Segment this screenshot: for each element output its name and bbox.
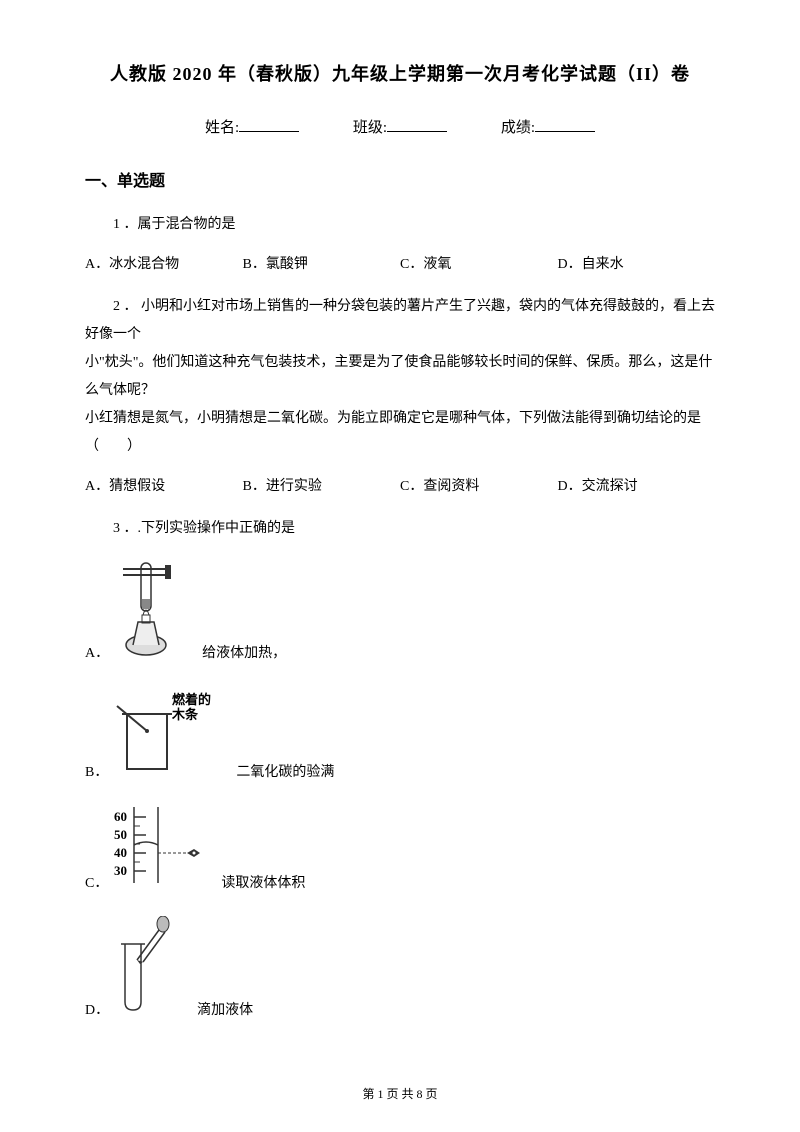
page-footer: 第 1 页 共 8 页 bbox=[0, 1085, 800, 1102]
q3-stem: 3 ．.下列实验操作中正确的是 bbox=[85, 515, 715, 543]
read-volume-diagram: 60 50 40 30 bbox=[112, 805, 207, 892]
q3-D-letter: D． bbox=[85, 999, 109, 1019]
svg-text:30: 30 bbox=[114, 863, 127, 878]
q2-stem-l3: 小红猜想是氮气，小明猜想是二氧化碳。为能立即确定它是哪种气体，下列做法能得到确切… bbox=[85, 405, 715, 461]
q2-optC: C．查阅资料 bbox=[400, 475, 558, 495]
score-blank bbox=[535, 131, 595, 132]
q3-A-desc: 给液体加热， bbox=[202, 642, 286, 662]
q2-optD: D．交流探讨 bbox=[558, 475, 716, 495]
q3-A-letter: A． bbox=[85, 642, 109, 662]
q1-stem: 1 ．属于混合物的是 bbox=[85, 211, 715, 239]
score-label: 成绩: bbox=[501, 120, 535, 136]
q2-optA: A．猜想假设 bbox=[85, 475, 243, 495]
class-label: 班级: bbox=[353, 120, 387, 136]
q3-B-letter: B． bbox=[85, 761, 108, 781]
q3-optB: B． 燃着的 木条 二氧化碳的验满 bbox=[85, 686, 715, 781]
q3-optA: A． 给液体加热， bbox=[85, 557, 715, 662]
q2-stem-l1: 2 ． 小明和小红对市场上销售的一种分袋包装的薯片产生了兴趣，袋内的气体充得鼓鼓… bbox=[85, 293, 715, 349]
svg-text:60: 60 bbox=[114, 809, 127, 824]
q3-optC: C． 60 50 40 30 读取液体体积 bbox=[85, 805, 715, 892]
q3-optD: D． 滴加液体 bbox=[85, 916, 715, 1019]
q1-optB: B．氯酸钾 bbox=[243, 253, 401, 273]
page-title: 人教版 2020 年（春秋版）九年级上学期第一次月考化学试题（II）卷 bbox=[85, 60, 715, 86]
q1-options: A．冰水混合物 B．氯酸钾 C．液氧 D．自来水 bbox=[85, 253, 715, 273]
q3-B-desc: 二氧化碳的验满 bbox=[236, 761, 334, 781]
q3-C-letter: C． bbox=[85, 872, 108, 892]
dropper-diagram bbox=[113, 916, 183, 1019]
co2-test-diagram: 燃着的 木条 bbox=[112, 686, 222, 781]
name-blank bbox=[239, 131, 299, 132]
q2-options: A．猜想假设 B．进行实验 C．查阅资料 D．交流探讨 bbox=[85, 475, 715, 495]
q3-D-desc: 滴加液体 bbox=[197, 999, 253, 1019]
q1-optA: A．冰水混合物 bbox=[85, 253, 243, 273]
heating-liquid-diagram bbox=[113, 557, 188, 662]
svg-text:40: 40 bbox=[114, 845, 127, 860]
class-blank bbox=[387, 131, 447, 132]
q3-C-desc: 读取液体体积 bbox=[221, 872, 305, 892]
name-label: 姓名: bbox=[205, 120, 239, 136]
svg-text:50: 50 bbox=[114, 827, 127, 842]
info-row: 姓名: 班级: 成绩: bbox=[85, 116, 715, 137]
q1-optC: C．液氧 bbox=[400, 253, 558, 273]
q1-optD: D．自来水 bbox=[558, 253, 716, 273]
svg-text:燃着的: 燃着的 bbox=[172, 692, 211, 707]
svg-text:木条: 木条 bbox=[171, 707, 199, 722]
section-header: 一、单选题 bbox=[85, 167, 715, 191]
q2-optB: B．进行实验 bbox=[243, 475, 401, 495]
q2-stem-l2: 小"枕头"。他们知道这种充气包装技术，主要是为了使食品能够较长时间的保鲜、保质。… bbox=[85, 349, 715, 405]
